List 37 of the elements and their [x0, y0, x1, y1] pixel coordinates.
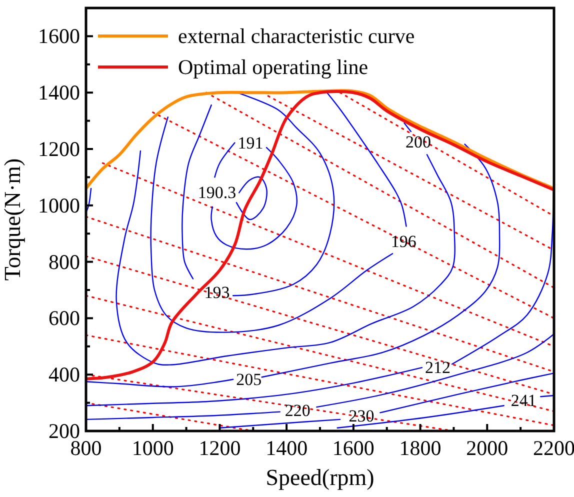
y-axis-title: Torque(N·m) — [0, 158, 25, 281]
y-tick-label: 800 — [48, 250, 80, 274]
line-series — [86, 366, 423, 406]
annotation: 205 — [236, 370, 262, 389]
x-tick-label: 2000 — [466, 436, 508, 460]
y-tick-label: 1000 — [38, 193, 80, 218]
annotation: 200 — [406, 132, 432, 152]
annotation: 220 — [284, 401, 310, 420]
legend-label: external characteristic curve — [178, 24, 415, 48]
line-series — [86, 378, 234, 388]
annotation: 191 — [238, 133, 264, 152]
annotation: 190.3 — [198, 183, 236, 202]
line-series — [326, 92, 407, 227]
annotation: 241 — [510, 391, 536, 410]
annotation: 193 — [204, 282, 230, 302]
line-series — [86, 411, 280, 420]
line-series — [451, 190, 554, 365]
y-tick-label: 1600 — [38, 24, 80, 48]
line-series — [316, 333, 554, 408]
x-tick-label: 2200 — [533, 436, 574, 460]
line-series — [380, 372, 554, 414]
annotation: 196 — [390, 232, 416, 251]
line-series — [236, 176, 268, 220]
annotation: 212 — [424, 358, 450, 378]
y-tick-label: 1200 — [38, 137, 80, 161]
line-series — [150, 116, 394, 333]
annotation: 230 — [348, 406, 374, 426]
x-tick-label: 1000 — [132, 436, 174, 460]
x-axis-title: Speed(rpm) — [266, 465, 374, 490]
x-tick-label: 1200 — [198, 436, 241, 460]
y-tick-label: 400 — [48, 362, 80, 387]
x-tick-label: 1400 — [266, 436, 308, 460]
y-tick-label: 1400 — [38, 80, 80, 105]
legend-label: Optimal operating line — [178, 55, 368, 79]
x-tick-label: 1600 — [332, 436, 374, 460]
y-tick-label: 600 — [48, 306, 80, 330]
x-tick-label: 1800 — [399, 436, 442, 460]
